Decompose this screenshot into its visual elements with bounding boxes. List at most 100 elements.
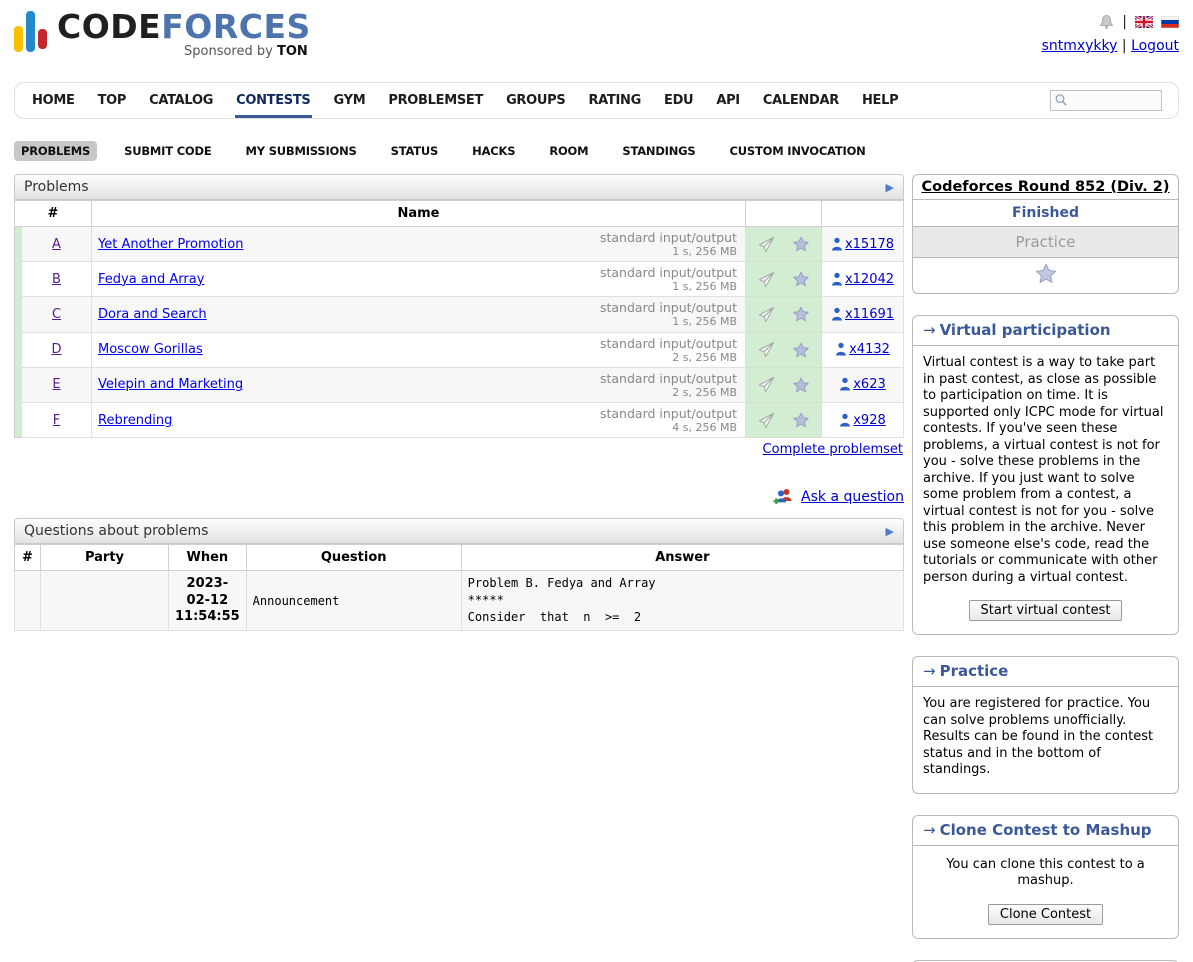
problem-limits: 2 s, 256 MB xyxy=(672,385,737,399)
collapse-arrow-icon[interactable]: ▶ xyxy=(885,180,894,194)
problem-name-link[interactable]: Velepin and Marketing xyxy=(98,377,244,393)
problem-io: standard input/output xyxy=(599,300,737,316)
problem-name-link[interactable]: Yet Another Promotion xyxy=(98,236,244,252)
nav-item[interactable]: GROUPS xyxy=(506,93,566,108)
subnav-item[interactable]: PROBLEMS xyxy=(14,141,98,161)
favorite-star-icon[interactable] xyxy=(793,377,809,393)
problem-index-link[interactable]: B xyxy=(52,271,61,287)
submit-paper-plane-icon[interactable] xyxy=(758,271,775,288)
solved-count-link[interactable]: x4132 xyxy=(849,342,890,358)
russian-flag-icon[interactable] xyxy=(1161,16,1179,28)
codeforces-logo[interactable]: CODEFORCES Sponsored by TON xyxy=(14,8,311,58)
problem-index-link[interactable]: E xyxy=(52,377,61,393)
problems-title: Problems xyxy=(24,179,89,195)
row-accent-strip xyxy=(14,402,22,438)
subnav-item[interactable]: STATUS xyxy=(390,144,439,158)
start-virtual-contest-button[interactable]: Start virtual contest xyxy=(968,600,1123,621)
contest-star-icon[interactable] xyxy=(1035,263,1057,284)
favorite-star-icon[interactable] xyxy=(793,306,809,322)
submit-paper-plane-icon[interactable] xyxy=(758,412,775,429)
problem-name-link[interactable]: Dora and Search xyxy=(98,306,207,322)
nav-item[interactable]: CATALOG xyxy=(149,93,214,108)
contest-mode: Practice xyxy=(913,227,1178,258)
nav-item[interactable]: CONTESTS xyxy=(235,83,312,118)
nav-item[interactable]: PROBLEMSET xyxy=(388,93,484,108)
subnav-item[interactable]: ROOM xyxy=(549,144,589,158)
favorite-star-icon[interactable] xyxy=(793,412,809,428)
nav-item[interactable]: HELP xyxy=(861,93,899,108)
submit-paper-plane-icon[interactable] xyxy=(758,236,775,253)
problem-io: standard input/output xyxy=(599,335,737,351)
solved-count-link[interactable]: x15178 xyxy=(844,236,895,252)
ask-question-people-icon xyxy=(772,489,792,505)
subnav-item[interactable]: SUBMIT CODE xyxy=(124,144,212,158)
main-menu: HOME TOP CATALOG CONTESTS GYM PROBLEMSET… xyxy=(31,83,899,118)
contest-info-box: Codeforces Round 852 (Div. 2) Finished P… xyxy=(912,174,1179,294)
submit-paper-plane-icon[interactable] xyxy=(758,341,775,358)
nav-item[interactable]: API xyxy=(716,93,740,108)
virtual-participation-title: Virtual participation xyxy=(939,321,1111,339)
problem-io: standard input/output xyxy=(599,230,737,245)
row-accent-strip xyxy=(14,367,22,403)
english-flag-icon[interactable] xyxy=(1135,16,1153,28)
nav-item[interactable]: GYM xyxy=(333,93,366,108)
search-input[interactable] xyxy=(1050,90,1162,111)
contest-title-link[interactable]: Codeforces Round 852 (Div. 2) xyxy=(921,179,1170,195)
column-header-num: # xyxy=(14,200,92,227)
problem-row: C Dora and Search standard input/output … xyxy=(14,296,904,333)
problem-limits: 1 s, 256 MB xyxy=(672,245,737,258)
problem-index-link[interactable]: D xyxy=(51,342,62,358)
submit-paper-plane-icon[interactable] xyxy=(758,306,775,323)
subnav-item[interactable]: HACKS xyxy=(472,144,516,158)
logo-bars-icon xyxy=(14,8,48,58)
question-row: 2023-02-12 11:54:55 Announcement Problem… xyxy=(14,570,905,632)
complete-problemset-link[interactable]: Complete problemset xyxy=(762,442,903,458)
problem-index-link[interactable]: C xyxy=(51,306,62,322)
logo-wordmark: CODEFORCES xyxy=(57,7,311,46)
problem-index-link[interactable]: A xyxy=(52,236,61,252)
clone-contest-button[interactable]: Clone Contest xyxy=(987,903,1104,925)
solved-person-icon xyxy=(831,307,842,321)
nav-item[interactable]: TOP xyxy=(97,93,127,108)
solved-count-link[interactable]: x12042 xyxy=(844,271,895,287)
bell-icon[interactable] xyxy=(1099,14,1114,30)
username-link[interactable]: sntmxykky xyxy=(1041,38,1118,54)
contest-sub-menu: PROBLEMS SUBMIT CODE MY SUBMISSIONS STAT… xyxy=(14,141,1179,161)
sidebar: Codeforces Round 852 (Div. 2) Finished P… xyxy=(912,174,1179,962)
questions-section-header: Questions about problems ▶ xyxy=(14,518,904,545)
problem-row: E Velepin and Marketing standard input/o… xyxy=(14,366,904,403)
problem-io: standard input/output xyxy=(599,265,737,281)
subnav-item[interactable]: CUSTOM INVOCATION xyxy=(729,144,866,158)
solved-person-icon xyxy=(831,237,842,251)
solved-count-link[interactable]: x928 xyxy=(853,412,886,428)
submit-paper-plane-icon[interactable] xyxy=(758,376,775,393)
problem-index-link[interactable]: F xyxy=(52,412,61,428)
nav-item[interactable]: RATING xyxy=(588,93,641,108)
problem-limits: 4 s, 256 MB xyxy=(672,420,737,434)
collapse-arrow-icon[interactable]: ▶ xyxy=(885,524,894,538)
column-header-answer: Answer xyxy=(460,544,905,572)
nav-item[interactable]: CALENDAR xyxy=(762,93,839,108)
subnav-item[interactable]: MY SUBMISSIONS xyxy=(245,144,357,158)
favorite-star-icon[interactable] xyxy=(793,342,809,358)
nav-item[interactable]: EDU xyxy=(663,93,694,108)
row-accent-strip xyxy=(14,226,22,262)
practice-title: Practice xyxy=(939,662,1009,680)
solved-count-link[interactable]: x11691 xyxy=(844,306,895,322)
logout-link[interactable]: Logout xyxy=(1131,38,1179,54)
problem-row: F Rebrending standard input/output 4 s, … xyxy=(14,401,904,439)
solved-count-link[interactable]: x623 xyxy=(853,377,886,393)
problem-name-link[interactable]: Moscow Gorillas xyxy=(98,342,203,358)
nav-item[interactable]: HOME xyxy=(32,93,75,108)
problem-name-link[interactable]: Rebrending xyxy=(98,412,173,428)
ask-question-link[interactable]: Ask a question xyxy=(801,489,904,506)
favorite-star-icon[interactable] xyxy=(793,236,809,252)
solved-person-icon xyxy=(840,378,851,391)
problem-name-link[interactable]: Fedya and Array xyxy=(98,271,205,287)
question-text: Announcement xyxy=(245,570,462,632)
caption-arrow: → xyxy=(923,820,936,839)
favorite-star-icon[interactable] xyxy=(793,271,809,287)
virtual-participation-text: Virtual contest is a way to take part in… xyxy=(923,355,1164,585)
subnav-item[interactable]: STANDINGS xyxy=(622,144,696,158)
